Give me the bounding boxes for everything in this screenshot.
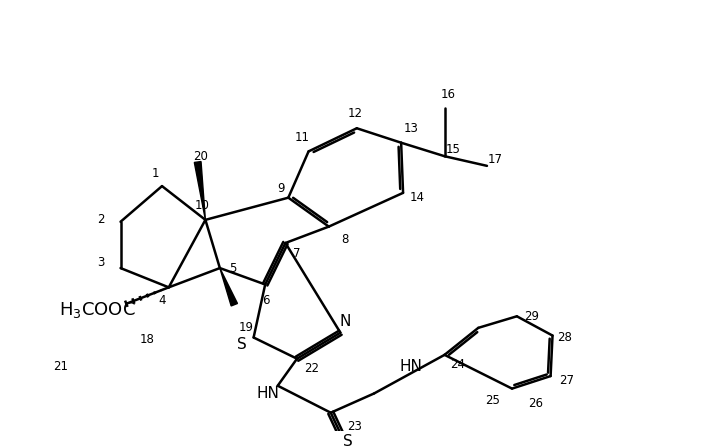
- Text: 28: 28: [557, 331, 571, 344]
- Text: 2: 2: [98, 213, 105, 226]
- Text: 15: 15: [446, 143, 461, 156]
- Text: 14: 14: [410, 191, 425, 204]
- Text: 21: 21: [53, 360, 68, 373]
- Text: 12: 12: [347, 107, 362, 120]
- Text: HN: HN: [399, 359, 422, 374]
- Text: 11: 11: [294, 131, 310, 144]
- Text: 29: 29: [524, 310, 539, 323]
- Text: N: N: [340, 314, 351, 329]
- Text: 16: 16: [441, 88, 456, 101]
- Text: HN: HN: [257, 386, 279, 401]
- Text: 5: 5: [229, 261, 236, 274]
- Text: 24: 24: [451, 358, 465, 371]
- Polygon shape: [194, 161, 206, 220]
- Text: 19: 19: [239, 321, 253, 334]
- Text: 3: 3: [98, 256, 105, 269]
- Text: 1: 1: [152, 167, 159, 180]
- Text: 4: 4: [158, 295, 166, 308]
- Text: 7: 7: [293, 247, 300, 260]
- Text: 13: 13: [404, 122, 418, 135]
- Text: 10: 10: [195, 199, 210, 212]
- Text: 17: 17: [487, 152, 502, 165]
- Text: S: S: [343, 434, 353, 447]
- Text: 25: 25: [485, 394, 501, 407]
- Text: 23: 23: [347, 420, 362, 433]
- Text: 18: 18: [140, 333, 155, 346]
- Text: 22: 22: [304, 362, 319, 375]
- Polygon shape: [220, 268, 237, 306]
- Text: 27: 27: [559, 375, 574, 388]
- Text: S: S: [237, 337, 247, 352]
- Text: 26: 26: [528, 396, 543, 409]
- Text: 20: 20: [193, 150, 208, 163]
- Text: 9: 9: [277, 181, 284, 194]
- Text: 6: 6: [263, 295, 270, 308]
- Text: 8: 8: [342, 232, 349, 246]
- Text: H$_3$COOC: H$_3$COOC: [59, 300, 135, 320]
